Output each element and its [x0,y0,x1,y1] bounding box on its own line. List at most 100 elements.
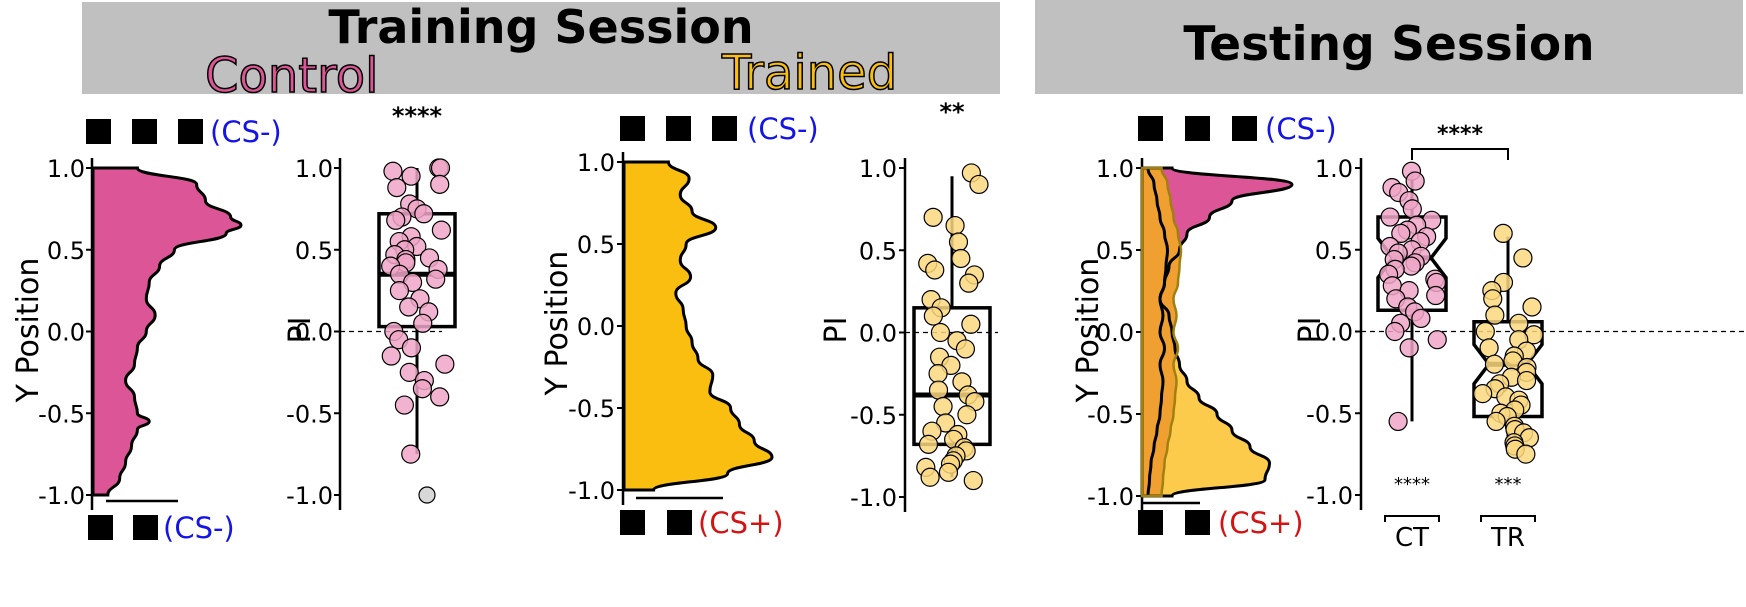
trained-density-density-area-1 [624,162,772,490]
trained-pi-data-point [948,232,969,252]
testing-pi-category-label: CT [1395,523,1429,553]
trained-pi-data-point [933,396,953,417]
control-pi-data-point [381,346,401,366]
testing-pi-y-tick-label: 0.0 [1315,319,1353,347]
trained-pi-data-point [918,434,939,454]
trained-density-density-outline-1 [622,160,774,492]
control-density-top-stimulus-square [178,119,203,144]
testing-pi-ct-data-point [1402,199,1422,219]
testing-pi-significance-bracket [1411,148,1509,160]
control-group-label: Control [204,47,379,105]
control-density-bottom-stimulus-label: (CS-) [163,511,235,545]
control-pi-data-point [383,161,403,181]
control-pi-y-tick-label: 1.0 [295,155,333,183]
trained-pi-data-point [920,467,940,487]
control-pi-data-point [430,387,450,407]
control-density-bottom-stimulus-square [133,515,158,540]
training-session-banner: Training Session [82,0,1000,94]
testing-pi-tr-data-point [1516,444,1536,464]
testing-pi-y-axis-label: PI [1293,317,1328,344]
testing-pi-tr-data-point [1486,411,1506,432]
testing-pi-ct-data-point [1427,330,1447,350]
control-density-y-tick-label: -0.5 [38,400,85,428]
control-pi-data-point [394,395,414,415]
control-pi-data-point [386,210,406,230]
trained-pi-y-axis-label: PI [819,317,854,344]
testing-pi-y-tick-label: 0.5 [1315,237,1353,265]
trained-density-bottom-stimulus-square [620,510,645,535]
testing-pi-tr-data-point [1473,384,1493,404]
trained-pi-y-tick-label: -1.0 [850,484,897,512]
testing-pi-category-significance: **** [1394,474,1430,495]
testing-pi-tr-data-point [1513,248,1533,268]
testing-session-title: Testing Session [1183,17,1595,72]
control-density-y-tick-label: -1.0 [38,482,85,510]
trained-pi-data-point [923,306,943,326]
control-pi-y-tick-label: 0.0 [295,319,333,347]
control-pi-data-point [431,220,451,240]
testing-pi-tr-data-point [1493,223,1513,243]
testing-pi-ct-data-point [1388,411,1408,432]
trained-density-y-tick-label: 0.0 [577,313,615,341]
testing-pi-tr-data-point [1522,297,1542,317]
testing-density-y-axis-label: Y Position [1071,258,1106,404]
testing-pi-y-tick-label: 1.0 [1315,155,1353,183]
control-density-y-tick-label: 0.0 [47,319,85,347]
trained-density-y-tick-label: -0.5 [568,395,615,423]
control-density-density-area-1 [93,168,241,495]
testing-density-y-tick-label: -0.5 [1087,401,1134,429]
testing-pi-tr-data-point [1479,338,1499,358]
control-pi-data-point [401,338,422,358]
testing-pi-significance: **** [1437,122,1484,147]
trained-pi-y-tick-label: -0.5 [850,402,897,430]
trained-pi-data-point [938,462,959,482]
trained-pi-data-point [961,314,981,334]
testing-pi-tr-data-point [1516,370,1537,391]
training-session-title: Training Session [328,0,754,54]
testing-pi-tr-data-point [1485,305,1505,325]
trained-pi-data-point [963,470,983,491]
control-pi-data-point [430,158,451,178]
testing-pi-ct-data-point [1399,338,1419,358]
control-density-y-tick-label: 1.0 [47,155,85,183]
trained-pi-data-point [957,405,977,425]
testing-density-bottom-stimulus-square [1185,510,1210,535]
testing-density-bottom-stimulus-square [1138,510,1163,535]
testing-session-banner: Testing Session [1035,0,1743,94]
testing-pi-y-tick-label: -0.5 [1306,400,1353,428]
testing-pi-ct-data-point [1405,171,1425,191]
control-pi-data-point [399,297,419,317]
testing-pi-tr-data-point [1484,354,1505,374]
control-pi-data-point [401,166,421,186]
testing-pi-category-significance: *** [1495,474,1522,495]
trained-density-y-axis-label: Y Position [540,251,575,397]
testing-density-y-tick-label: 1.0 [1096,155,1134,183]
testing-pi-ct-data-point [1401,256,1421,276]
testing-density-y-tick-label: 0.5 [1096,237,1134,265]
trained-pi-data-point [928,364,948,384]
control-pi-data-point [389,281,410,301]
trained-pi-data-point [923,207,943,227]
control-pi-y-tick-label: 0.5 [295,237,333,265]
control-pi-data-point [414,204,434,224]
trained-density-bottom-stimulus-label: (CS+) [698,506,784,540]
trained-density-bottom-stimulus-square [667,510,692,535]
control-pi-data-point [387,178,407,198]
control-density-top-stimulus-square [132,119,157,144]
control-pi-data-point [426,269,446,289]
control-pi-y-tick-label: -0.5 [286,400,333,428]
control-density-y-tick-label: 0.5 [47,237,85,265]
control-density-top-stimulus-square [86,119,111,144]
control-pi-data-point [413,313,433,333]
testing-pi-tr-data-point [1475,321,1495,342]
trained-pi-significance: ** [939,98,965,126]
testing-density-density-outline-1 [1140,166,1294,498]
control-pi-data-point [430,174,450,194]
testing-density-top-stimulus-square [1138,116,1163,141]
testing-pi-ct-data-point [1380,207,1400,227]
trained-pi-y-tick-label: 0.0 [859,320,897,348]
trained-pi-data-point [959,273,979,293]
testing-pi-category-label: TR [1490,523,1525,553]
control-pi-y-tick-label: -1.0 [286,482,333,510]
